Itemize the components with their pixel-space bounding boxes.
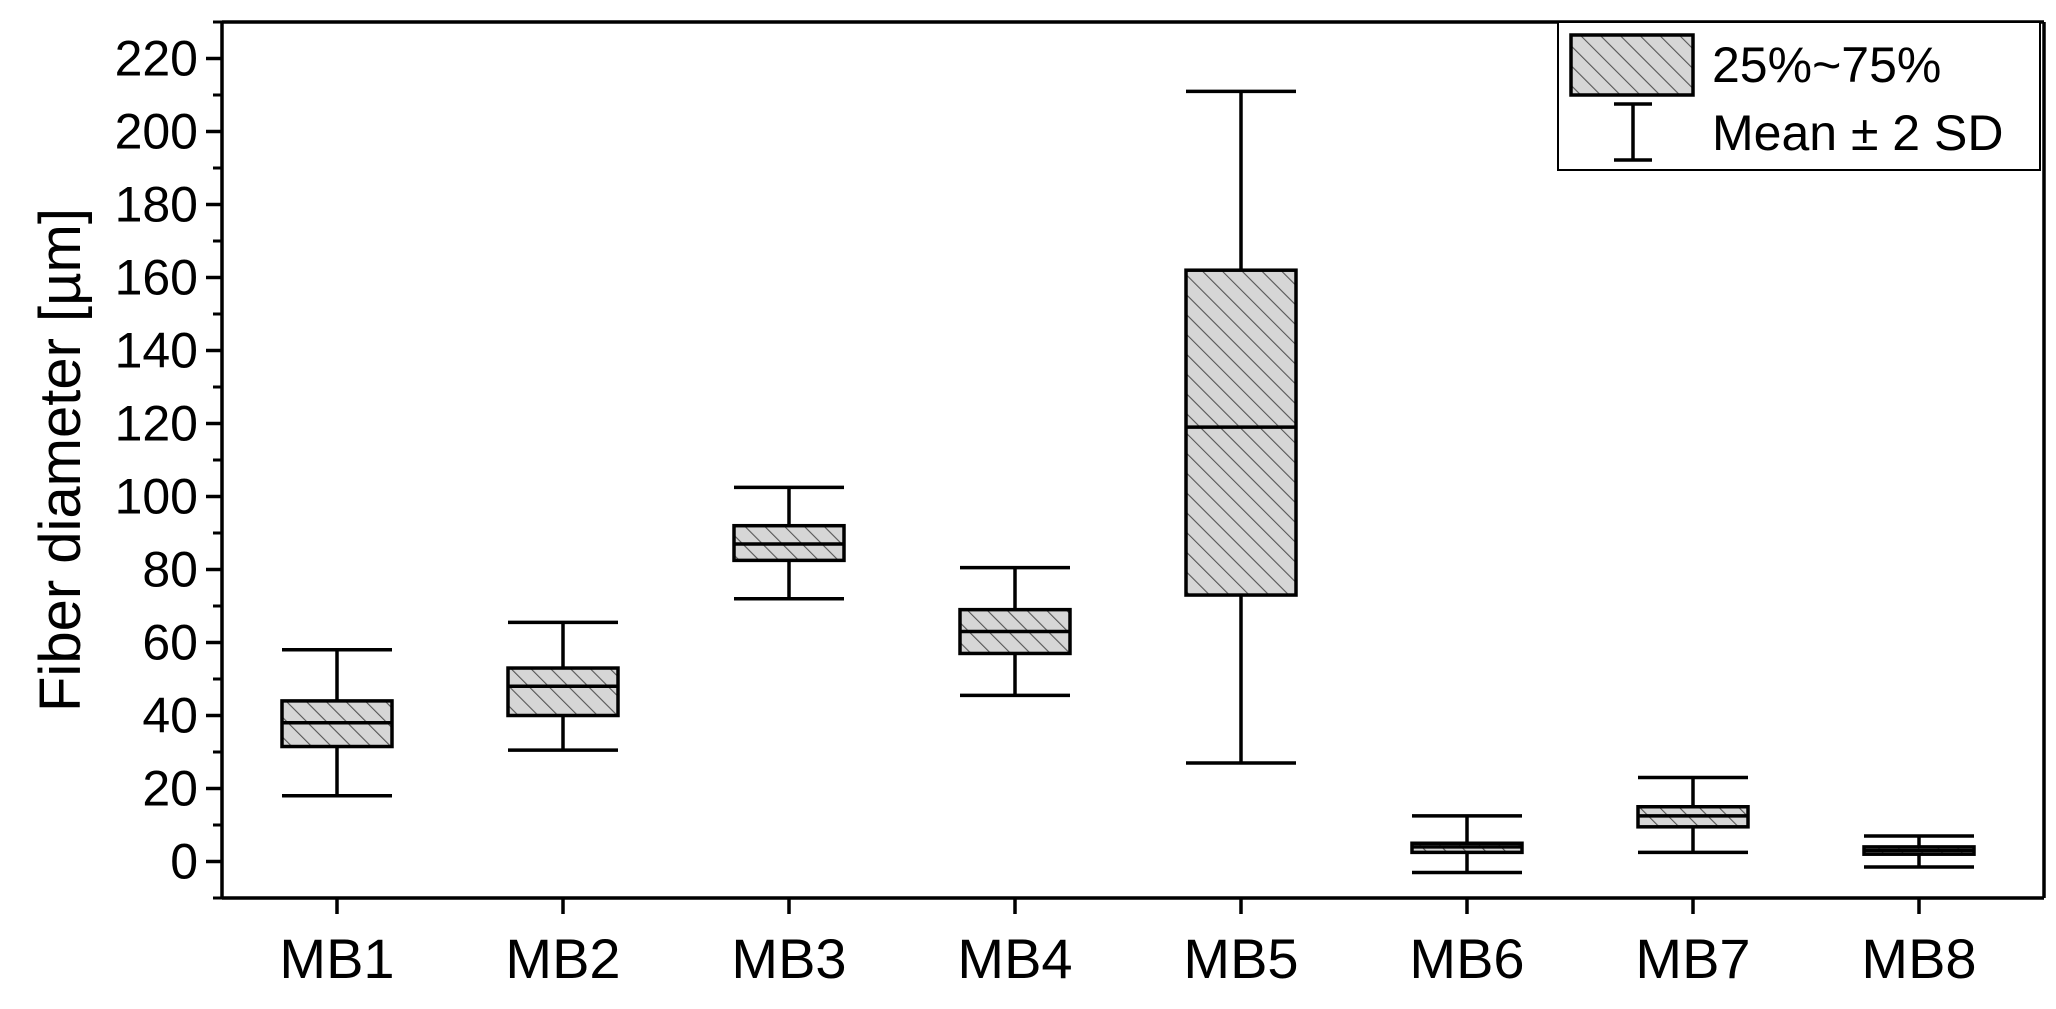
y-tick-label: 40 (142, 688, 198, 744)
box-mb2 (506, 666, 620, 718)
y-tick-label: 80 (142, 542, 198, 598)
box-mb5 (1184, 268, 1298, 597)
legend-label-whisker: Mean ± 2 SD (1712, 105, 2003, 161)
x-tick-label: MB5 (1183, 927, 1298, 990)
y-tick-label: 160 (115, 250, 198, 306)
x-tick-label: MB4 (957, 927, 1072, 990)
x-tick-label: MB3 (731, 927, 846, 990)
x-tick-label: MB7 (1635, 927, 1750, 990)
y-tick-label: 60 (142, 615, 198, 671)
plot-area: 0 20 40 60 80 100 120 140 160 180 200 220 MB1 MB2 MB3 M… (115, 20, 2046, 990)
x-tick-label: MB6 (1409, 927, 1524, 990)
y-tick-label: 100 (115, 469, 198, 525)
y-tick-label: 0 (170, 834, 198, 890)
y-tick-label: 120 (115, 396, 198, 452)
y-tick-label: 140 (115, 323, 198, 379)
y-tick-label: 20 (142, 761, 198, 817)
x-tick-label: MB2 (505, 927, 620, 990)
x-tick-label: MB8 (1861, 927, 1976, 990)
y-tick-label: 180 (115, 177, 198, 233)
legend-label-box: 25%~75% (1712, 37, 1941, 93)
y-axis-title: Fiber diameter [µm] (28, 208, 93, 712)
x-tick-label: MB1 (279, 927, 394, 990)
y-tick-label: 200 (115, 104, 198, 160)
legend: 25%~75% Mean ± 2 SD (1557, 21, 2041, 171)
legend-box-swatch (1569, 33, 1695, 97)
legend-whisker-symbol (1614, 102, 1652, 162)
y-tick-label: 220 (115, 31, 198, 87)
